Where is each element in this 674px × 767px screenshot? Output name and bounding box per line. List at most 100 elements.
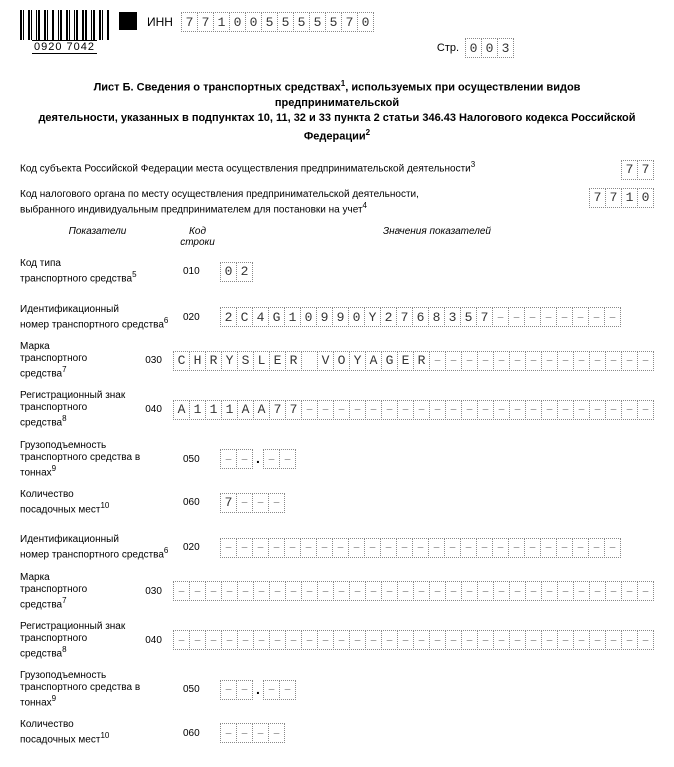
input-cell[interactable]: 7	[197, 12, 214, 32]
input-cell[interactable]: 0	[357, 12, 374, 32]
input-cell[interactable]: S	[237, 351, 254, 371]
input-cell[interactable]: –	[284, 538, 301, 558]
input-cell[interactable]: 1	[284, 307, 301, 327]
input-cell[interactable]: –	[348, 538, 365, 558]
input-cell[interactable]: –	[556, 538, 573, 558]
input-cell[interactable]	[301, 351, 318, 371]
input-cell[interactable]: 7	[220, 493, 237, 513]
input-cell[interactable]: –	[252, 538, 269, 558]
input-cell[interactable]: –	[269, 581, 286, 601]
input-cell[interactable]: 7	[285, 400, 302, 420]
input-cell[interactable]: –	[429, 581, 446, 601]
input-cell[interactable]: –	[279, 449, 296, 469]
input-cell[interactable]: C	[173, 351, 190, 371]
input-cell[interactable]: –	[557, 400, 574, 420]
input-cell[interactable]: 0	[637, 188, 654, 208]
input-cell[interactable]: –	[589, 351, 606, 371]
input-cell[interactable]: G	[381, 351, 398, 371]
input-cell[interactable]: –	[621, 400, 638, 420]
input-cell[interactable]: A	[365, 351, 382, 371]
input-cell[interactable]: –	[605, 351, 622, 371]
input-cell[interactable]: –	[268, 538, 285, 558]
input-cell[interactable]: 7	[621, 160, 638, 180]
input-cell[interactable]: –	[413, 630, 430, 650]
input-cell[interactable]: –	[525, 351, 542, 371]
input-cell[interactable]: –	[572, 538, 589, 558]
input-cell[interactable]: –	[509, 400, 526, 420]
input-cell[interactable]: –	[557, 581, 574, 601]
input-cell[interactable]: 7	[637, 160, 654, 180]
input-cell[interactable]: –	[637, 630, 654, 650]
input-cell[interactable]: 5	[293, 12, 310, 32]
input-cell[interactable]: –	[236, 449, 253, 469]
input-cell[interactable]: –	[589, 581, 606, 601]
input-cell[interactable]: –	[429, 400, 446, 420]
input-cell[interactable]: –	[205, 630, 222, 650]
input-cell[interactable]: 0	[300, 307, 317, 327]
input-cell[interactable]: 5	[325, 12, 342, 32]
input-cell[interactable]: –	[220, 538, 237, 558]
input-cell[interactable]: –	[525, 581, 542, 601]
input-cell[interactable]: –	[253, 581, 270, 601]
input-cell[interactable]: –	[557, 351, 574, 371]
input-cell[interactable]: –	[541, 581, 558, 601]
input-cell[interactable]: –	[524, 538, 541, 558]
input-cell[interactable]: –	[263, 680, 280, 700]
input-cell[interactable]: 5	[460, 307, 477, 327]
input-cell[interactable]: –	[540, 538, 557, 558]
input-cell[interactable]: –	[588, 538, 605, 558]
input-cell[interactable]: 5	[261, 12, 278, 32]
input-cell[interactable]: 0	[348, 307, 365, 327]
input-cell[interactable]: –	[333, 400, 350, 420]
input-cell[interactable]: –	[301, 581, 318, 601]
input-cell[interactable]: –	[477, 400, 494, 420]
input-cell[interactable]: 1	[189, 400, 206, 420]
input-cell[interactable]: –	[444, 538, 461, 558]
input-cell[interactable]: –	[540, 307, 557, 327]
input-cell[interactable]: R	[413, 351, 430, 371]
input-cell[interactable]: –	[332, 538, 349, 558]
input-cell[interactable]: 1	[213, 12, 230, 32]
input-cell[interactable]: –	[205, 581, 222, 601]
input-cell[interactable]: –	[493, 630, 510, 650]
input-cell[interactable]: –	[525, 400, 542, 420]
input-cell[interactable]: –	[493, 581, 510, 601]
input-cell[interactable]: –	[237, 581, 254, 601]
input-cell[interactable]: –	[173, 630, 190, 650]
input-cell[interactable]: –	[285, 581, 302, 601]
input-cell[interactable]: –	[397, 581, 414, 601]
input-cell[interactable]: –	[525, 630, 542, 650]
input-cell[interactable]: –	[349, 581, 366, 601]
input-cell[interactable]: 1	[221, 400, 238, 420]
input-cell[interactable]: –	[461, 351, 478, 371]
input-cell[interactable]: –	[524, 307, 541, 327]
input-cell[interactable]: –	[637, 581, 654, 601]
input-cell[interactable]: –	[413, 400, 430, 420]
input-cell[interactable]: –	[637, 351, 654, 371]
input-cell[interactable]: –	[605, 400, 622, 420]
input-cell[interactable]: –	[429, 630, 446, 650]
input-cell[interactable]: 7	[341, 12, 358, 32]
input-cell[interactable]: –	[556, 307, 573, 327]
input-cell[interactable]: –	[412, 538, 429, 558]
input-cell[interactable]: –	[573, 400, 590, 420]
input-cell[interactable]: 0	[220, 262, 237, 282]
input-cell[interactable]: –	[477, 351, 494, 371]
input-cell[interactable]: –	[621, 581, 638, 601]
input-cell[interactable]: –	[380, 538, 397, 558]
input-cell[interactable]: –	[381, 581, 398, 601]
input-cell[interactable]: –	[573, 581, 590, 601]
input-cell[interactable]: –	[573, 351, 590, 371]
input-cell[interactable]: –	[492, 307, 509, 327]
input-cell[interactable]: –	[445, 351, 462, 371]
input-cell[interactable]: –	[317, 581, 334, 601]
input-cell[interactable]: –	[541, 400, 558, 420]
input-cell[interactable]: 7	[605, 188, 622, 208]
input-cell[interactable]: H	[189, 351, 206, 371]
input-cell[interactable]: 7	[476, 307, 493, 327]
input-cell[interactable]: –	[493, 351, 510, 371]
input-cell[interactable]: 9	[332, 307, 349, 327]
input-cell[interactable]: 2	[220, 307, 237, 327]
input-cell[interactable]: 7	[269, 400, 286, 420]
input-cell[interactable]: –	[445, 400, 462, 420]
